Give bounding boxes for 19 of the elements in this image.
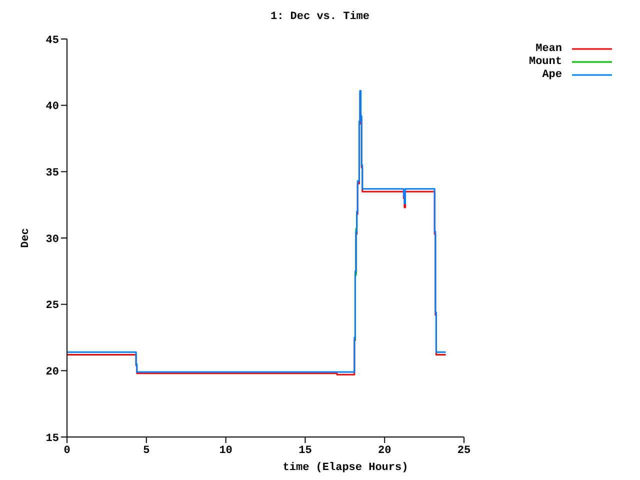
legend-label: Ape [542, 68, 562, 80]
y-tick-label: 20 [46, 366, 59, 379]
y-tick-label: 35 [46, 168, 60, 180]
x-tick-label: 10 [219, 444, 232, 457]
y-tick-label: 15 [46, 432, 60, 445]
y-tick-label: 40 [46, 101, 59, 114]
x-tick-label: 25 [457, 444, 471, 457]
legend-label: Mean [536, 42, 562, 54]
x-tick-label: 15 [298, 444, 312, 457]
x-tick-label: 0 [64, 444, 70, 457]
y-tick-label: 30 [46, 234, 59, 246]
x-tick-label: 20 [378, 444, 392, 457]
x-tick-label: 5 [143, 444, 150, 457]
x-axis-title: time (Elapse Hours) [282, 462, 410, 474]
y-tick-label: 45 [46, 34, 60, 47]
chart-title: 1: Dec vs. Time [269, 11, 371, 23]
y-axis-title: Dec [20, 228, 32, 248]
legend-label: Mount [528, 56, 562, 68]
y-tick-label: 25 [46, 300, 60, 312]
